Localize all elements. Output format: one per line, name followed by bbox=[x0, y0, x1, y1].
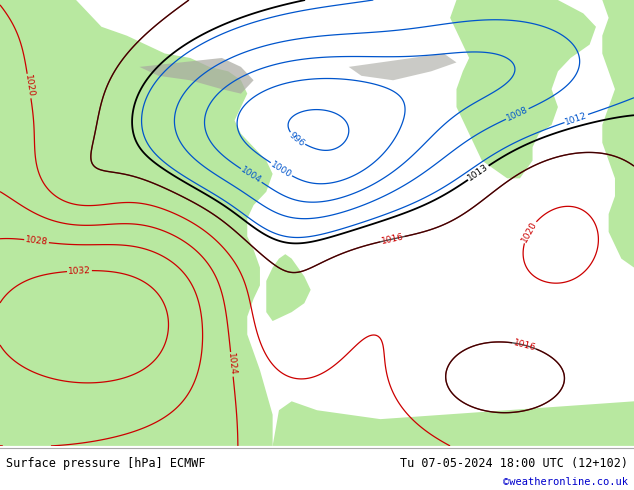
Text: 1016: 1016 bbox=[512, 338, 536, 352]
Text: 1013: 1013 bbox=[466, 163, 490, 183]
Text: 1020: 1020 bbox=[23, 74, 36, 98]
Polygon shape bbox=[450, 0, 596, 178]
Text: 1032: 1032 bbox=[68, 266, 91, 276]
Polygon shape bbox=[0, 401, 634, 446]
Text: 1004: 1004 bbox=[239, 166, 263, 186]
Text: Tu 07-05-2024 18:00 UTC (12+102): Tu 07-05-2024 18:00 UTC (12+102) bbox=[399, 457, 628, 470]
Text: 1020: 1020 bbox=[520, 220, 539, 244]
Text: 1016: 1016 bbox=[380, 232, 404, 246]
Text: 1028: 1028 bbox=[25, 235, 48, 247]
Text: 1008: 1008 bbox=[505, 105, 529, 123]
Polygon shape bbox=[139, 58, 254, 94]
Polygon shape bbox=[266, 254, 311, 321]
Polygon shape bbox=[602, 0, 634, 268]
Polygon shape bbox=[0, 0, 273, 446]
Polygon shape bbox=[349, 53, 456, 80]
Text: 1024: 1024 bbox=[226, 352, 238, 376]
Text: ©weatheronline.co.uk: ©weatheronline.co.uk bbox=[503, 477, 628, 487]
Text: 1012: 1012 bbox=[564, 110, 588, 126]
Text: 996: 996 bbox=[288, 130, 307, 148]
Text: Surface pressure [hPa] ECMWF: Surface pressure [hPa] ECMWF bbox=[6, 457, 206, 470]
Text: 1000: 1000 bbox=[269, 160, 294, 179]
